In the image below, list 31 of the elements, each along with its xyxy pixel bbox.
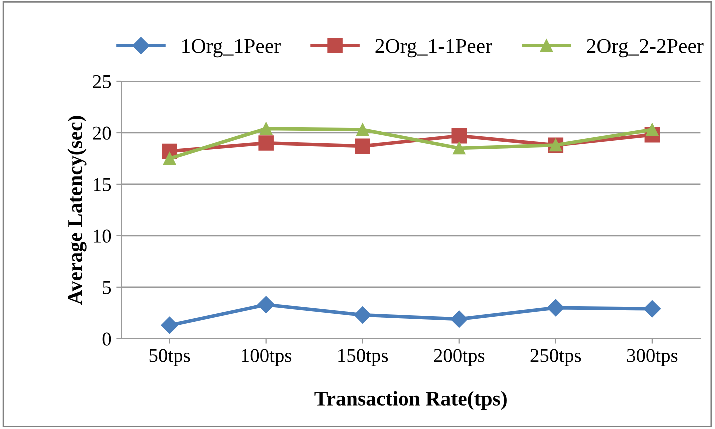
point (356, 124, 370, 136)
point (452, 128, 468, 144)
x-axis-title: Transaction Rate(tps) (314, 391, 507, 410)
point (453, 142, 466, 155)
x-tick-label: 50tps (150, 349, 190, 366)
y-tick-label: 25 (93, 75, 112, 88)
point (164, 152, 176, 165)
legend-label: 1Org_1Peer (182, 39, 281, 58)
x-tick-label: 200tps (434, 349, 485, 366)
legend-label: 2Org_1-1Peer (376, 39, 492, 58)
point (644, 300, 661, 318)
y-tick-label: 15 (94, 178, 112, 192)
point (260, 122, 273, 136)
point (355, 138, 370, 154)
point (161, 316, 178, 334)
point (547, 299, 564, 317)
x-tick-label: 150tps (338, 349, 388, 366)
point (450, 310, 468, 328)
point (258, 296, 275, 314)
point (354, 306, 372, 324)
x-tick-label: 100tps (242, 349, 292, 366)
legend-label: 2Org_2-2Peer (587, 39, 704, 58)
y-tick-label: 5 (103, 281, 112, 294)
point (646, 124, 659, 136)
y-axis-title: Average Latency(sec) (68, 116, 87, 305)
point (258, 136, 274, 151)
y-tick-label: 10 (94, 230, 112, 243)
x-tick-label: 300tps (627, 349, 678, 366)
y-tick-label: 20 (93, 126, 112, 140)
y-tick-label: 0 (102, 332, 112, 346)
x-tick-label: 250tps (530, 349, 582, 366)
